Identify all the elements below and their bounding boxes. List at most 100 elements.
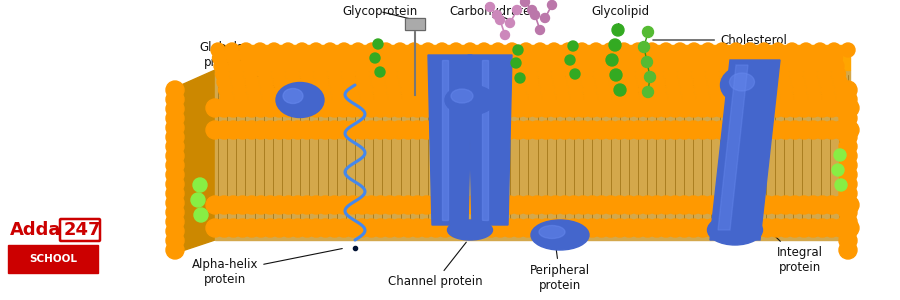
Circle shape [832, 121, 850, 139]
Circle shape [345, 83, 358, 97]
Circle shape [648, 99, 666, 117]
Circle shape [191, 193, 205, 207]
Circle shape [215, 121, 233, 139]
Circle shape [614, 99, 627, 113]
Circle shape [519, 99, 537, 117]
Circle shape [698, 99, 712, 113]
Circle shape [337, 43, 351, 57]
Circle shape [781, 99, 796, 113]
Circle shape [685, 219, 703, 237]
Circle shape [539, 75, 553, 89]
Circle shape [822, 91, 836, 105]
Circle shape [252, 196, 270, 214]
Circle shape [458, 91, 472, 105]
Circle shape [787, 51, 800, 65]
Circle shape [666, 219, 684, 237]
Circle shape [685, 196, 703, 214]
Circle shape [675, 121, 693, 139]
Circle shape [832, 67, 845, 81]
Circle shape [326, 59, 340, 73]
Circle shape [444, 91, 458, 105]
Circle shape [243, 196, 261, 214]
Circle shape [234, 99, 252, 117]
Circle shape [808, 91, 822, 105]
Circle shape [298, 99, 316, 117]
Circle shape [454, 67, 467, 81]
Circle shape [575, 43, 589, 57]
Circle shape [712, 99, 730, 117]
Circle shape [823, 121, 841, 139]
Circle shape [409, 121, 427, 139]
Circle shape [795, 121, 813, 139]
Circle shape [535, 51, 548, 65]
Ellipse shape [276, 82, 324, 118]
Circle shape [431, 99, 446, 113]
Circle shape [253, 43, 267, 57]
Circle shape [721, 75, 735, 89]
Circle shape [541, 83, 554, 97]
Circle shape [422, 51, 436, 65]
Circle shape [482, 99, 500, 117]
Ellipse shape [730, 73, 754, 91]
Circle shape [494, 59, 508, 73]
Circle shape [552, 67, 565, 81]
Circle shape [446, 99, 464, 117]
Ellipse shape [707, 215, 762, 245]
Circle shape [574, 121, 592, 139]
Circle shape [330, 83, 345, 97]
Circle shape [368, 59, 382, 73]
Circle shape [659, 43, 673, 57]
Circle shape [602, 219, 620, 237]
Circle shape [472, 91, 486, 105]
Circle shape [557, 99, 572, 113]
Circle shape [839, 194, 857, 212]
Circle shape [633, 51, 646, 65]
Circle shape [416, 91, 430, 105]
Circle shape [676, 59, 690, 73]
Circle shape [427, 219, 445, 237]
Circle shape [574, 99, 592, 117]
Text: Globular
protein: Globular protein [200, 41, 288, 95]
Circle shape [334, 99, 347, 113]
Circle shape [261, 121, 279, 139]
Circle shape [640, 91, 654, 105]
Circle shape [839, 90, 857, 108]
Circle shape [252, 99, 270, 117]
Circle shape [839, 203, 857, 221]
Circle shape [786, 121, 804, 139]
Circle shape [590, 51, 605, 65]
Circle shape [224, 219, 242, 237]
Circle shape [565, 121, 583, 139]
Circle shape [565, 67, 580, 81]
Circle shape [261, 219, 279, 237]
Circle shape [289, 219, 307, 237]
Circle shape [390, 196, 408, 214]
Circle shape [839, 241, 857, 259]
Circle shape [610, 83, 625, 97]
Circle shape [232, 83, 247, 97]
Circle shape [166, 222, 184, 240]
Circle shape [841, 121, 859, 139]
Circle shape [452, 59, 466, 73]
Circle shape [524, 67, 537, 81]
Circle shape [274, 83, 289, 97]
Circle shape [648, 196, 666, 214]
Circle shape [500, 99, 518, 117]
Circle shape [617, 43, 631, 57]
Circle shape [383, 67, 398, 81]
Circle shape [341, 67, 356, 81]
Circle shape [436, 121, 454, 139]
Circle shape [757, 43, 771, 57]
Circle shape [687, 43, 701, 57]
Circle shape [512, 83, 526, 97]
Circle shape [648, 219, 666, 237]
Circle shape [219, 83, 232, 97]
Circle shape [505, 43, 519, 57]
Ellipse shape [283, 88, 303, 104]
Circle shape [703, 219, 721, 237]
Circle shape [372, 219, 390, 237]
Circle shape [317, 121, 335, 139]
Circle shape [744, 51, 759, 65]
Circle shape [577, 51, 590, 65]
Circle shape [206, 196, 224, 214]
